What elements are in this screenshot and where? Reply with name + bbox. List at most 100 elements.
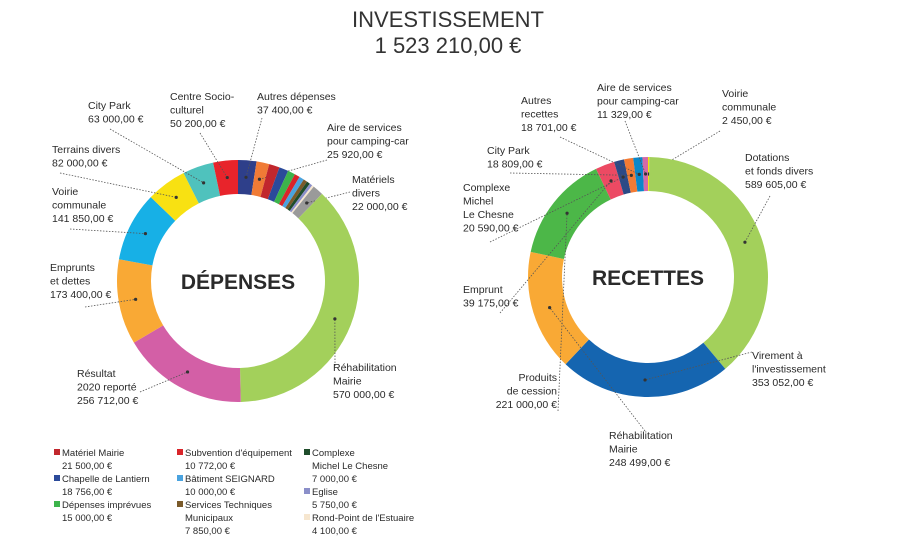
leader-dot (257, 177, 262, 181)
text-line: Services Techniques (185, 500, 272, 511)
legend-label: Services Techniques Municipaux (185, 500, 272, 524)
text-line: Réhabilitation (609, 430, 673, 442)
callout-label: Emprunt (463, 284, 503, 296)
text-line: Dépenses imprévues (62, 500, 151, 511)
callout-value: 11 329,00 € (597, 109, 652, 121)
text-line: Terrains divers (52, 144, 120, 156)
text-line: Municipaux (185, 513, 233, 524)
page-subtitle: 1 523 210,00 € (375, 33, 522, 58)
leader-dot (743, 240, 747, 244)
legend-swatch (177, 475, 183, 481)
leader-dot (185, 370, 190, 374)
text-line: Dotations (745, 152, 789, 164)
callout-value: 173 400,00 € (50, 289, 111, 301)
leader-line (69, 228, 146, 235)
page-title: INVESTISSEMENT (352, 7, 544, 32)
text-line: Matériels (352, 174, 395, 186)
callout-label: Emprunts et dettes (50, 262, 95, 288)
callout-value: 589 605,00 € (745, 179, 806, 191)
donut-segment (648, 157, 768, 369)
text-line: culturel (170, 105, 204, 117)
callout-value: 353 052,00 € (752, 377, 813, 389)
legend-value: 5 750,00 € (312, 500, 358, 511)
text-line: Voirie (52, 186, 78, 198)
callout-value: 39 175,00 € (463, 298, 519, 310)
text-line: Aire de services (597, 82, 672, 94)
text-line: Centre Socio- (170, 91, 235, 103)
leader-dot (643, 378, 647, 382)
legend-value: 10 772,00 € (185, 461, 236, 472)
legend-value: 4 100,00 € (312, 526, 358, 537)
leader-line (245, 117, 263, 178)
donut-segment (530, 168, 611, 259)
text-line: et dettes (50, 276, 90, 288)
leader-line (549, 307, 646, 432)
legend-label: Bâtiment SEIGNARD (185, 474, 275, 485)
text-line: communale (722, 102, 776, 114)
text-line: 2020 reporté (77, 382, 137, 394)
text-line: Michel Le Chesne (312, 461, 388, 472)
leader-line (624, 120, 646, 175)
text-line: Emprunt (463, 284, 503, 296)
text-line: Voirie (722, 88, 748, 100)
callout-label: Réhabilitation Mairie (609, 430, 673, 456)
leader-line (559, 136, 640, 175)
text-line: Complexe (463, 182, 510, 194)
donut-segment (287, 181, 310, 212)
donut-segment (289, 183, 313, 213)
callout-value: 18 701,00 € (521, 122, 577, 134)
donut-segment (274, 170, 295, 205)
donut-center-title: RECETTES (592, 267, 704, 290)
callout-label: Résultat 2020 reporté (77, 368, 137, 394)
callout-value: 221 000,00 € (496, 399, 557, 411)
text-line: de cession (507, 386, 557, 398)
donut-segment (260, 164, 280, 200)
legend-label: Complexe Michel Le Chesne (312, 448, 388, 472)
callout-label: Terrains divers (52, 144, 120, 156)
text-line: Emprunts (50, 262, 95, 274)
callout-label: Voirie communale (722, 88, 776, 114)
callout-value: 20 590,00 € (463, 223, 519, 235)
leader-dot (225, 175, 229, 180)
leader-dot (637, 172, 641, 176)
donut-segment (133, 325, 241, 402)
text-line: et fonds divers (745, 166, 813, 178)
legend-label: Rond-Point de l'Estuaire (312, 513, 414, 524)
leader-dot (609, 179, 613, 183)
callout-label: Centre Socio-culturel (170, 91, 235, 117)
leader-line (489, 176, 624, 243)
leader-dot (565, 211, 569, 215)
leader-dot (134, 297, 138, 301)
text-line: Aire de services (327, 122, 402, 134)
callout-label: Matériels divers (352, 174, 395, 200)
legend-swatch (54, 501, 60, 507)
legend-swatch (54, 475, 60, 481)
legend-swatch (304, 514, 310, 520)
legend-label: Eglise (312, 487, 338, 498)
callout-label: Autres recettes (521, 95, 558, 121)
leader-line (84, 298, 136, 308)
callout-value: 22 000,00 € (352, 201, 408, 213)
donut-segment (528, 251, 589, 365)
donut-segment (239, 193, 359, 402)
text-line: Produits (518, 372, 557, 384)
leader-dot (629, 173, 633, 177)
legend-label: Matériel Mairie (62, 448, 124, 459)
text-line: divers (352, 188, 380, 200)
text-line: pour camping-car (327, 136, 409, 148)
callout-value: 82 000,00 € (52, 158, 108, 170)
legend-label: Chapelle de Lantiern (62, 474, 150, 485)
text-line: pour camping-car (597, 96, 679, 108)
callout-value: 63 000,00 € (88, 114, 144, 126)
text-line: Michel (463, 196, 493, 208)
leader-dot (643, 172, 648, 176)
text-line: City Park (487, 145, 530, 157)
leader-dot (202, 181, 206, 185)
legend-swatch (177, 501, 183, 507)
callout-value: 25 920,00 € (327, 149, 383, 161)
callout-label: Voirie communale (52, 186, 106, 212)
leader-line (139, 371, 188, 393)
callout-value: 256 712,00 € (77, 395, 138, 407)
legend-swatch (177, 449, 183, 455)
